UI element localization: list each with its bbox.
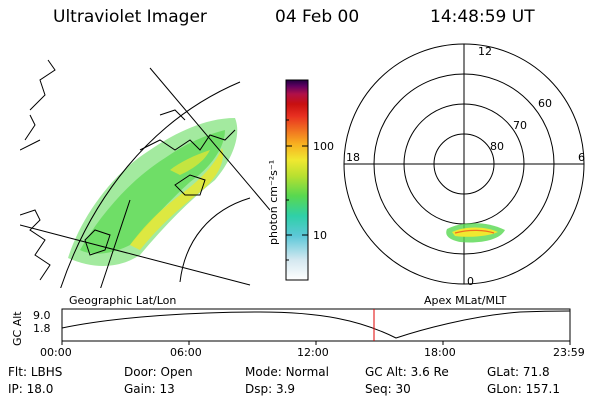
mlt-label-18: 18 [346,151,360,164]
status-value: 3.9 [275,382,296,396]
altitude-xtick: 12:00 [297,346,329,359]
status-value: 13 [159,382,175,396]
mlt-label-0: 0 [467,275,474,288]
status-label: Gain: [124,382,156,396]
lat-label-70: 70 [513,119,527,132]
status-label: Seq: [365,382,392,396]
status-value: 18.0 [26,382,54,396]
altitude-xtick: 06:00 [170,346,202,359]
geo-panel-label: Geographic Lat/Lon [69,294,177,307]
status-dsp: Dsp: 3.9 [245,383,295,395]
lat-label-60: 60 [538,97,552,110]
altitude-curve [61,310,571,339]
status-glat: GLat: 71.8 [487,366,550,378]
status-gain: Gain: 13 [124,383,175,395]
time-label: 14:48:59 UT [430,7,535,27]
status-seq: Seq: 30 [365,383,411,395]
status-value: 71.8 [522,365,550,379]
status-value: LBHS [30,365,63,379]
status-label: Door: [124,365,157,379]
status-door: Door: Open [124,366,193,378]
lat-label-80: 80 [490,140,504,153]
altitude-ylabel: GC Alt [11,311,24,346]
status-ip: IP: 18.0 [8,383,53,395]
status-flt: Flt: LBHS [8,366,62,378]
altitude-xtick: 18:00 [424,346,456,359]
status-mode: Mode: Normal [245,366,329,378]
date-label: 04 Feb 00 [275,7,360,27]
status-label: GLon: [487,382,522,396]
status-value: 3.6 Re [410,365,449,379]
altitude-ytick-high: 9.0 [33,309,51,322]
status-label: IP: [8,382,23,396]
status-label: GC Alt: [365,365,407,379]
colorbar-tick-10: 10 [313,229,327,242]
polar-panel-label: Apex MLat/MLT [424,294,507,307]
colorbar-tick-100: 100 [313,140,334,153]
altitude-xtick: 00:00 [40,346,72,359]
status-gc-alt: GC Alt: 3.6 Re [365,366,449,378]
status-label: Flt: [8,365,27,379]
altitude-xtick: 23:59 [553,346,585,359]
status-label: Mode: [245,365,282,379]
status-glon: GLon: 157.1 [487,383,560,395]
altitude-ytick-low: 1.8 [33,322,51,335]
status-value: 157.1 [525,382,560,396]
status-value: Normal [285,365,329,379]
mlt-label-12: 12 [478,45,492,58]
status-label: GLat: [487,365,520,379]
status-value: 30 [395,382,411,396]
status-label: Dsp: [245,382,273,396]
status-value: Open [160,365,193,379]
mlt-label-6: 6 [578,151,585,164]
instrument-title: Ultraviolet Imager [53,7,207,27]
